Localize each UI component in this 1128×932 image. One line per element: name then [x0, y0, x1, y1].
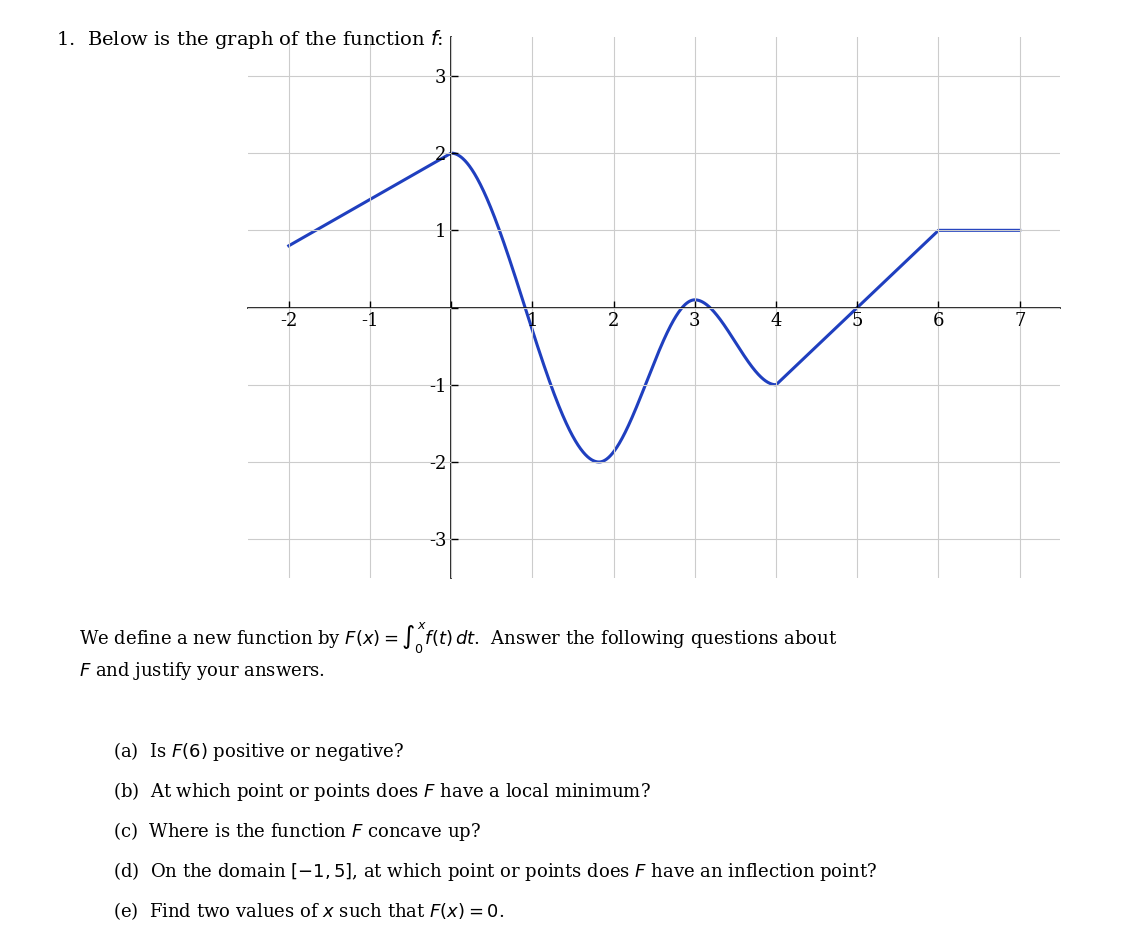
Text: We define a new function by $F(x) = \int_0^x f(t)\,dt$.  Answer the following qu: We define a new function by $F(x) = \int…	[79, 620, 837, 655]
Text: (c)  Where is the function $F$ concave up?: (c) Where is the function $F$ concave up…	[113, 820, 481, 843]
Text: (b)  At which point or points does $F$ have a local minimum?: (b) At which point or points does $F$ ha…	[113, 780, 651, 803]
Text: 1.  Below is the graph of the function $f$:: 1. Below is the graph of the function $f…	[56, 28, 443, 51]
Text: $F$ and justify your answers.: $F$ and justify your answers.	[79, 660, 325, 682]
Text: (a)  Is $F(6)$ positive or negative?: (a) Is $F(6)$ positive or negative?	[113, 740, 404, 763]
Text: (d)  On the domain $[-1, 5]$, at which point or points does $F$ have an inflecti: (d) On the domain $[-1, 5]$, at which po…	[113, 860, 876, 884]
Text: (e)  Find two values of $x$ such that $F(x) = 0$.: (e) Find two values of $x$ such that $F(…	[113, 900, 504, 922]
